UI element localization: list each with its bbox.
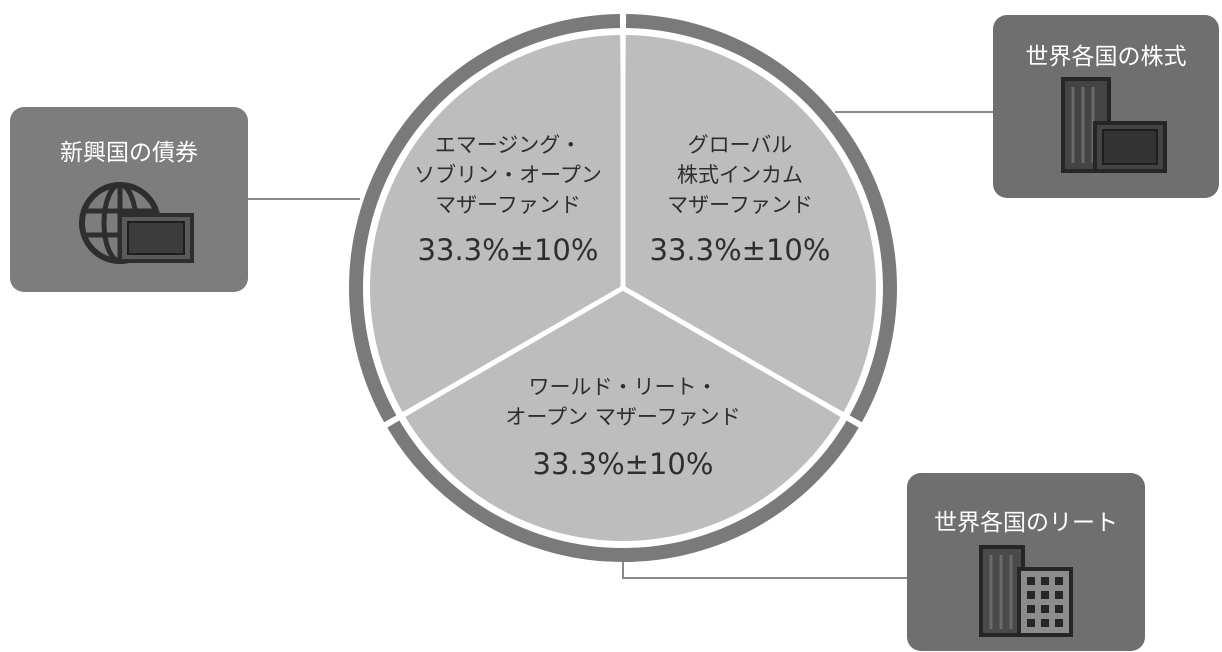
- buildings-icon: [979, 545, 1073, 637]
- stock-certificate-icon: [1061, 77, 1167, 173]
- slice-name-line: ワールド・リート・: [529, 375, 718, 399]
- asset-label-emerging-bonds: 新興国の債券: [60, 140, 198, 166]
- slice-name-line: エマージング・: [435, 133, 582, 157]
- pie-labels: エマージング・ソブリン・オープンマザーファンド33.3%±10%グローバル株式イ…: [414, 133, 830, 481]
- pie-ring-segment: [387, 420, 859, 562]
- slice-name-line: ソブリン・オープン: [414, 163, 602, 187]
- slice-percentage-label: 33.3%±10%: [650, 233, 831, 267]
- asset-label-global-reits: 世界各国のリート: [934, 510, 1118, 536]
- pie-ring-segment: [349, 14, 621, 423]
- slice-percentage-label: 33.3%±10%: [418, 233, 599, 267]
- asset-box-emerging-bonds: 新興国の債券: [10, 107, 248, 292]
- slice-name-line: 株式インカム: [677, 163, 803, 187]
- pie-outer-ring: [349, 14, 898, 562]
- globe-icon: [79, 182, 194, 264]
- connector-line-reits: [622, 555, 907, 579]
- slice-separator: [382, 285, 625, 429]
- pie-slice: [369, 35, 623, 413]
- pie-slice: [405, 288, 841, 542]
- asset-box-global-stocks: 世界各国の株式: [993, 15, 1219, 198]
- asset-label-global-stocks: 世界各国の株式: [1025, 44, 1187, 70]
- slice-name-line: マザーファンド: [435, 193, 581, 217]
- pie-slices: [369, 12, 877, 542]
- slice-name-line: オープン マザーファンド: [505, 405, 740, 429]
- asset-box-global-reits: 世界各国のリート: [907, 473, 1145, 651]
- slice-name-line: グローバル: [688, 133, 793, 157]
- pie-ring-segment: [625, 14, 898, 423]
- pie-slice: [623, 35, 877, 413]
- slice-separator: [621, 285, 864, 429]
- slice-name-line: マザーファンド: [667, 193, 813, 217]
- slice-percentage-label: 33.3%±10%: [533, 447, 714, 481]
